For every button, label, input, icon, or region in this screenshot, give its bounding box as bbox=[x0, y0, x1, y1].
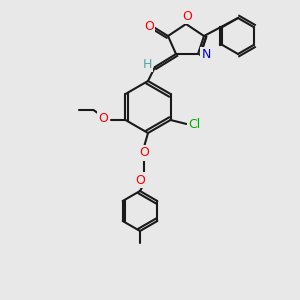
Text: O: O bbox=[139, 146, 149, 160]
Text: O: O bbox=[135, 173, 145, 187]
Text: N: N bbox=[201, 49, 211, 62]
Text: O: O bbox=[182, 10, 192, 22]
Text: H: H bbox=[142, 58, 152, 70]
Text: O: O bbox=[144, 20, 154, 32]
Text: O: O bbox=[98, 112, 108, 125]
Text: Cl: Cl bbox=[188, 118, 201, 131]
